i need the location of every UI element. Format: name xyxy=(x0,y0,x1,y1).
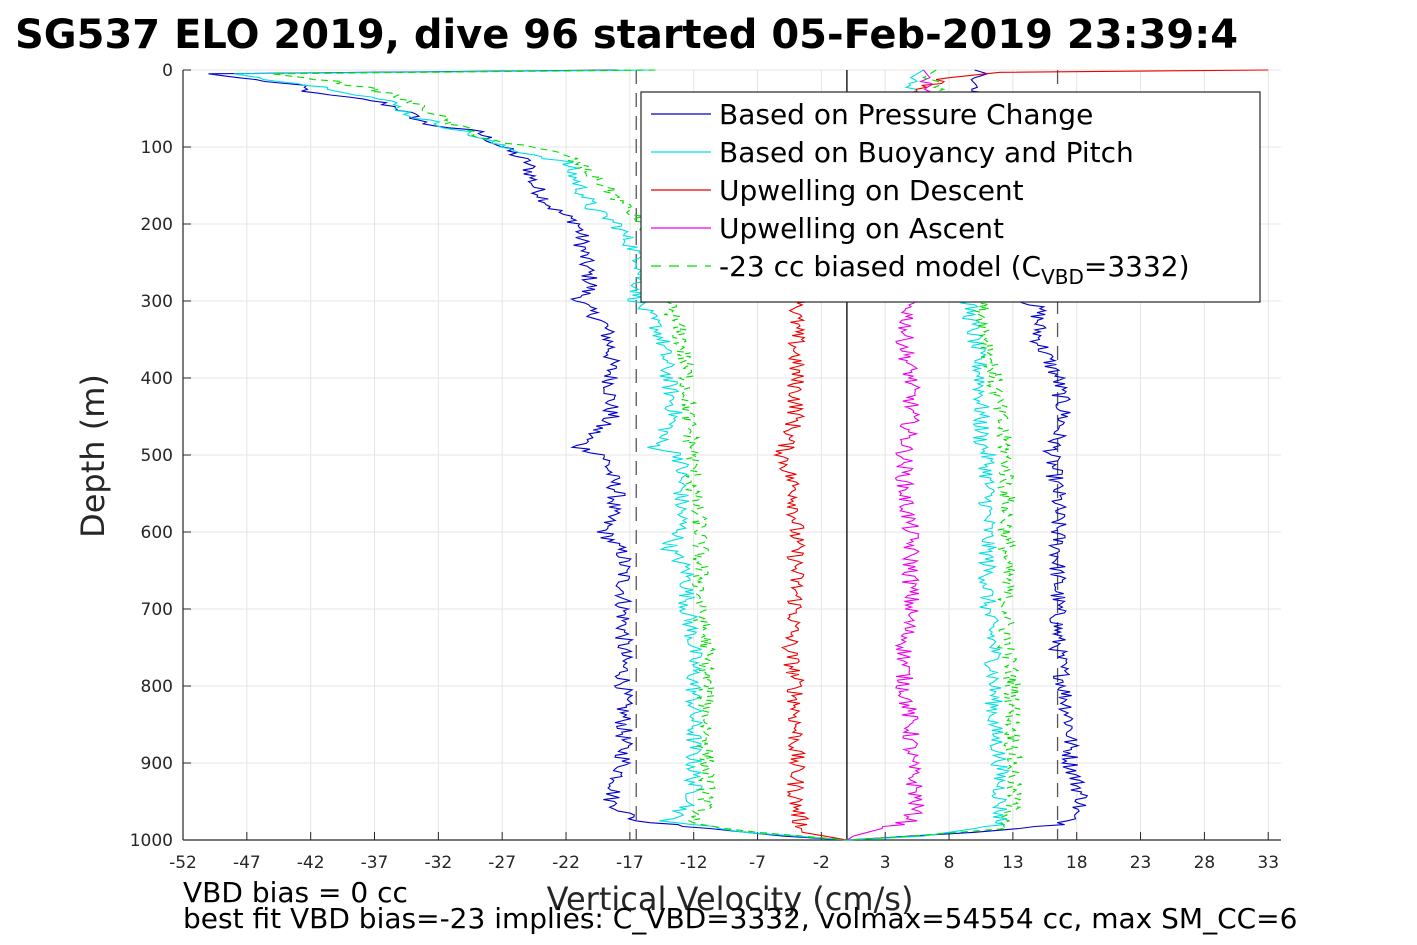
y-tick-label: 200 xyxy=(141,215,173,235)
x-tick-label: -17 xyxy=(616,853,644,873)
y-tick-label: 100 xyxy=(141,138,173,158)
x-tick-label: 33 xyxy=(1257,853,1279,873)
x-tick-label: -42 xyxy=(297,853,325,873)
series-line xyxy=(272,69,847,841)
x-tick-label: -37 xyxy=(361,853,389,873)
legend: Based on Pressure Change Based on Buoyanc… xyxy=(640,91,1261,303)
legend-label: Upwelling on Ascent xyxy=(719,212,1004,245)
axes xyxy=(182,69,1281,841)
x-tick-label: 8 xyxy=(944,853,955,873)
y-axis-label: Depth (m) xyxy=(74,374,112,538)
x-tick-label: -2 xyxy=(813,853,830,873)
x-tick-label: -22 xyxy=(552,853,580,873)
x-tick-label: -32 xyxy=(424,853,452,873)
chart-title: SG537 ELO 2019, dive 96 started 05-Feb-2… xyxy=(15,12,1238,58)
y-tick-label: 700 xyxy=(141,600,173,620)
x-tick-label: 28 xyxy=(1194,853,1216,873)
y-tick-label: 0 xyxy=(162,61,173,81)
x-tick-label: 18 xyxy=(1066,853,1088,873)
y-tick-label: 800 xyxy=(141,677,173,697)
x-axis-label: Vertical Velocity (cm/s) xyxy=(547,880,914,918)
series-line xyxy=(234,69,847,841)
y-tick-label: 500 xyxy=(141,446,173,466)
legend-box xyxy=(640,91,1261,303)
footnote-vbd-bias: VBD bias = 0 cc xyxy=(183,876,408,909)
legend-label: Based on Buoyancy and Pitch xyxy=(719,136,1134,169)
x-tick-label: -27 xyxy=(488,853,516,873)
tick-labels: -52 -47 -42 -37 -32 -27 -22 -17 -12 -7 -2 3 8 13 18 23 2… xyxy=(130,61,1279,873)
legend-label: -23 cc biased model (CVBD=3332) xyxy=(719,250,1190,289)
y-tick-label: 1000 xyxy=(130,831,173,851)
x-tick-label: -47 xyxy=(233,853,261,873)
x-tick-label: -52 xyxy=(169,853,197,873)
x-tick-label: -12 xyxy=(680,853,708,873)
x-tick-label: -7 xyxy=(749,853,766,873)
x-tick-label: 13 xyxy=(1002,853,1024,873)
legend-label: Based on Pressure Change xyxy=(719,98,1093,131)
y-tick-label: 300 xyxy=(141,292,173,312)
y-tick-label: 400 xyxy=(141,369,173,389)
y-tick-label: 600 xyxy=(141,523,173,543)
legend-label: Upwelling on Descent xyxy=(719,174,1024,207)
series-line xyxy=(208,69,847,841)
x-tick-label: 23 xyxy=(1130,853,1152,873)
footnote-best-fit: best fit VBD bias=-23 implies: C_VBD=333… xyxy=(183,902,1297,935)
y-tick-label: 900 xyxy=(141,754,173,774)
x-tick-label: 3 xyxy=(880,853,891,873)
series-line xyxy=(846,69,1024,841)
